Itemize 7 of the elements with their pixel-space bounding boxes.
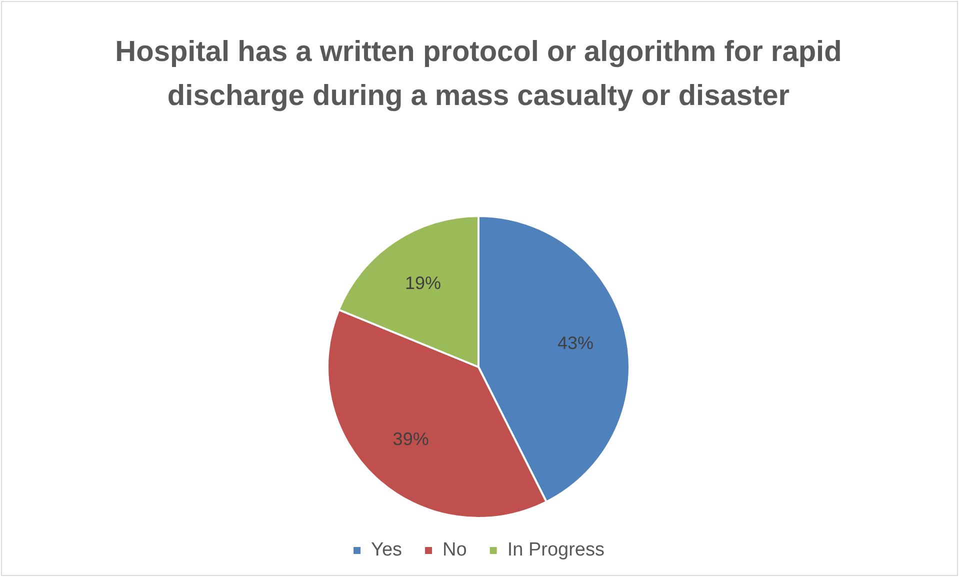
data-label: 19%: [404, 273, 441, 294]
legend-label: Yes: [371, 540, 402, 561]
data-label: 43%: [557, 332, 594, 353]
legend-label: In Progress: [507, 540, 604, 561]
legend-label: No: [442, 540, 467, 561]
data-label: 39%: [392, 429, 429, 450]
chart-title: Hospital has a written protocol or algorithm for rapid discharge during a mass casualty or disaster: [114, 35, 843, 114]
